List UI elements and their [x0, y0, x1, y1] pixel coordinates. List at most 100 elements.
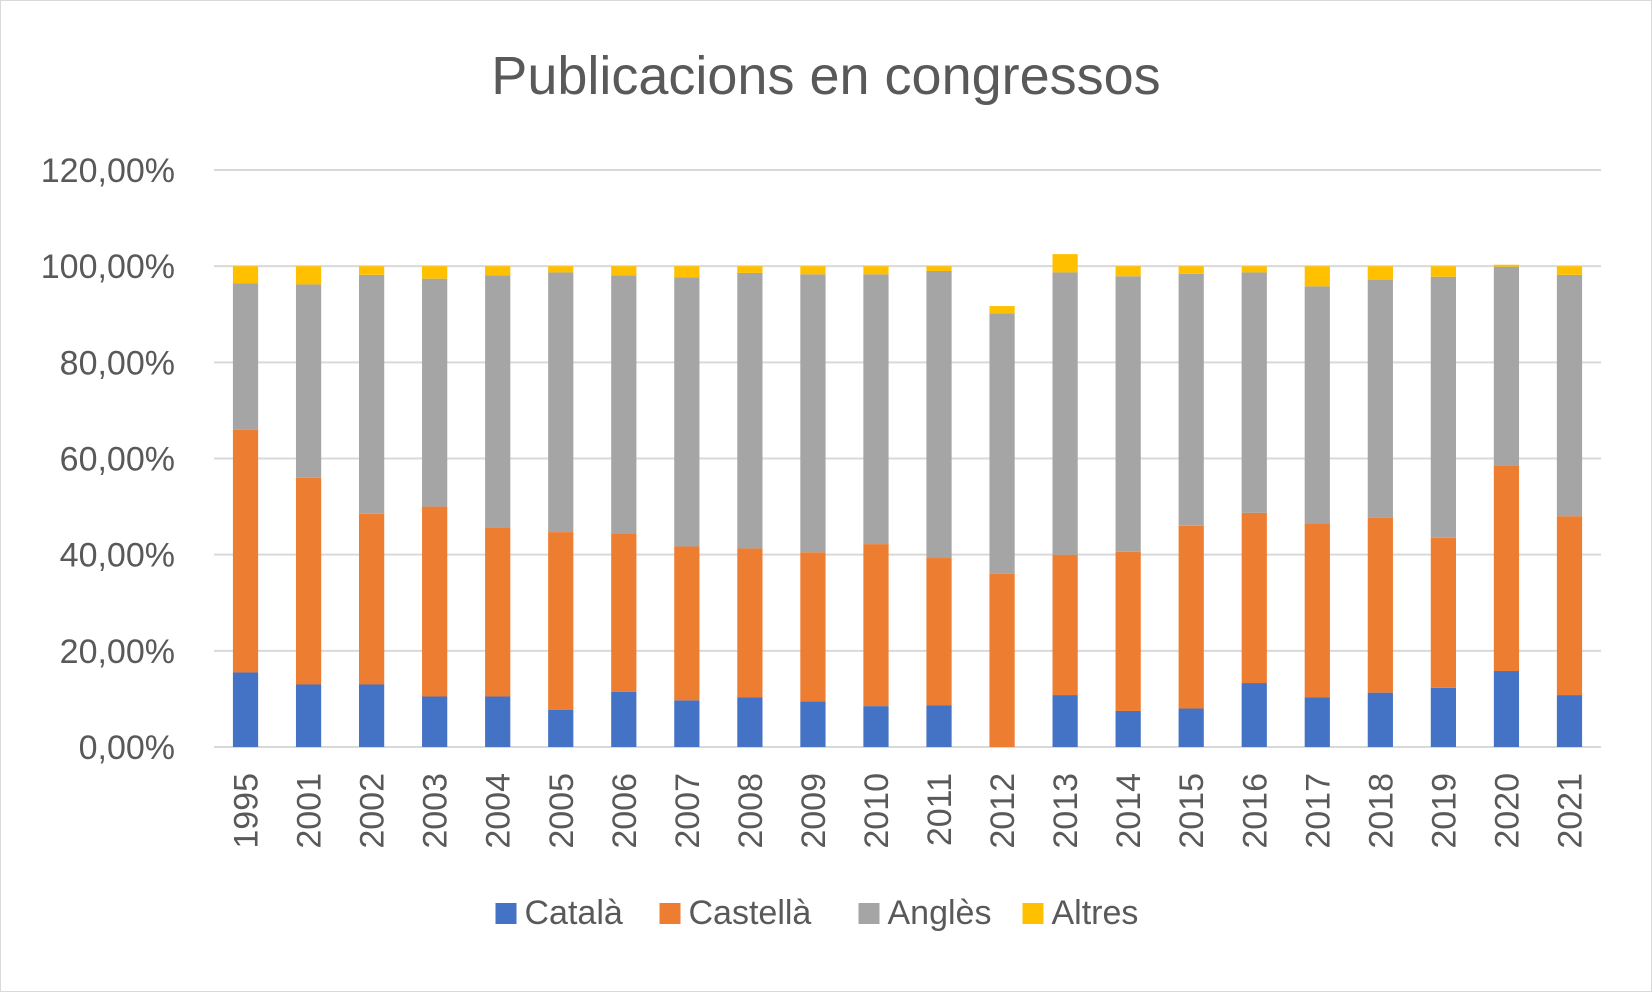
bar-segment-altres-2013 [1052, 254, 1078, 273]
x-tick-label: 2010 [858, 773, 896, 849]
bar-segment-català-2015 [1178, 708, 1204, 747]
legend-label: Castellà [689, 894, 812, 932]
bar-segment-altres-1995 [232, 266, 259, 284]
y-tick-label: 80,00% [60, 344, 175, 382]
x-tick-label: 2004 [480, 773, 518, 849]
bar-segment-català-2018 [1367, 692, 1393, 747]
bar-segment-altres-2006 [611, 266, 637, 276]
y-tick-label: 120,00% [41, 152, 175, 190]
bar-segment-altres-2007 [674, 266, 700, 278]
x-tick-label: 2001 [291, 773, 329, 849]
bar-segment-altres-2011 [926, 266, 952, 271]
legend-label: Altres [1052, 894, 1139, 932]
y-tick-label: 60,00% [60, 441, 175, 479]
bar-segment-anglès-2005 [548, 272, 574, 533]
legend-label: Anglès [888, 894, 992, 932]
legend-swatch [659, 903, 681, 924]
bar-segment-anglès-2013 [1052, 272, 1078, 555]
y-axis-tick-labels: 0,00% 20,00% 40,00% 60,00% 80,00% 100,00% 120,… [41, 152, 175, 767]
y-tick-label: 0,00% [79, 729, 175, 767]
bar-segment-anglès-2002 [359, 274, 385, 514]
x-tick-label: 2002 [354, 773, 392, 849]
bar-segment-català-2017 [1304, 697, 1330, 747]
bar-segment-català-2016 [1241, 683, 1267, 747]
bar-segment-anglès-2017 [1304, 286, 1330, 524]
bar-segment-anglès-2011 [926, 270, 952, 559]
bar-segment-altres-2015 [1178, 266, 1204, 274]
bar-segment-anglès-2014 [1115, 276, 1141, 552]
bar-segment-català-2010 [863, 706, 889, 747]
x-tick-label: 2019 [1425, 773, 1463, 849]
x-tick-label: 2012 [984, 773, 1022, 849]
bar-segment-anglès-2004 [485, 275, 511, 528]
bar-segment-català-2005 [548, 709, 574, 747]
bar-segment-anglès-2021 [1556, 274, 1583, 517]
bar-segment-castellà-2004 [485, 527, 511, 697]
bar-segment-castellà-2001 [295, 477, 322, 685]
bar-segment-altres-2010 [863, 266, 889, 275]
bar-segment-anglès-2003 [422, 278, 448, 507]
bar-segment-castellà-2020 [1493, 465, 1520, 672]
bar-segment-anglès-2008 [737, 272, 763, 549]
bar-segment-castellà-2019 [1430, 537, 1456, 688]
bar-segment-anglès-2009 [800, 274, 826, 553]
bar-segment-català-2003 [422, 696, 448, 747]
bar-segment-anglès-2010 [863, 274, 889, 545]
bars [232, 254, 1583, 747]
bar-segment-anglès-2019 [1430, 276, 1456, 538]
bar-segment-anglès-2015 [1178, 273, 1204, 526]
bar-segment-castellà-2013 [1052, 554, 1078, 696]
bar-segment-castellà-2006 [611, 533, 637, 692]
bar-segment-anglès-2012 [989, 313, 1015, 574]
legend-item-anglès: Anglès [858, 894, 992, 932]
bar-segment-altres-2002 [359, 266, 385, 275]
bar-segment-castellà-2009 [800, 552, 826, 702]
bar-segment-català-2009 [800, 701, 826, 747]
bar-segment-altres-2017 [1304, 266, 1330, 287]
bar-segment-altres-2003 [422, 266, 448, 279]
legend: Català Castellà Anglès Altres [495, 894, 1139, 932]
bar-segment-català-2004 [485, 696, 511, 747]
bar-segment-castellà-2002 [359, 513, 385, 685]
y-tick-label: 20,00% [60, 633, 175, 671]
bar-segment-anglès-2016 [1241, 272, 1267, 513]
bar-segment-català-2001 [295, 684, 322, 747]
bar-segment-altres-2001 [295, 266, 322, 285]
chart-title: Publicacions en congressos [491, 46, 1160, 106]
bar-segment-castellà-2016 [1241, 512, 1267, 684]
bar-segment-anglès-2006 [611, 275, 637, 534]
x-tick-label: 2018 [1362, 773, 1400, 849]
bar-segment-castellà-2007 [674, 546, 700, 701]
bar-segment-català-2019 [1430, 687, 1456, 747]
x-tick-label: 2015 [1173, 773, 1211, 849]
bar-segment-català-2020 [1493, 671, 1520, 747]
bar-segment-castellà-2010 [863, 544, 889, 707]
bar-segment-català-2002 [359, 684, 385, 747]
bar-segment-castellà-2011 [926, 558, 952, 706]
bar-segment-altres-2005 [548, 266, 574, 273]
x-tick-label: 2007 [669, 773, 707, 849]
x-tick-label: 2009 [795, 773, 833, 849]
bar-segment-altres-2004 [485, 266, 511, 276]
x-tick-label: 2020 [1488, 773, 1526, 849]
x-tick-label: 2014 [1110, 773, 1148, 849]
bar-segment-castellà-2005 [548, 532, 574, 710]
bar-segment-català-2013 [1052, 695, 1078, 747]
bar-segment-altres-2012 [989, 306, 1015, 314]
bar-segment-català-2014 [1115, 710, 1141, 747]
bar-segment-català-1995 [232, 672, 259, 747]
x-tick-label: 2003 [417, 773, 455, 849]
bar-segment-català-2008 [737, 697, 763, 747]
legend-item-altres: Altres [1022, 894, 1139, 932]
bar-segment-castellà-2018 [1367, 517, 1393, 693]
bar-segment-castellà-1995 [232, 429, 259, 673]
x-tick-label: 2021 [1551, 773, 1589, 849]
bar-segment-castellà-2015 [1178, 525, 1204, 709]
bar-segment-altres-2021 [1556, 266, 1583, 275]
legend-swatch [858, 903, 880, 924]
bar-segment-anglès-2018 [1367, 279, 1393, 518]
bar-segment-castellà-2012 [989, 573, 1015, 747]
legend-label: Català [525, 894, 623, 932]
